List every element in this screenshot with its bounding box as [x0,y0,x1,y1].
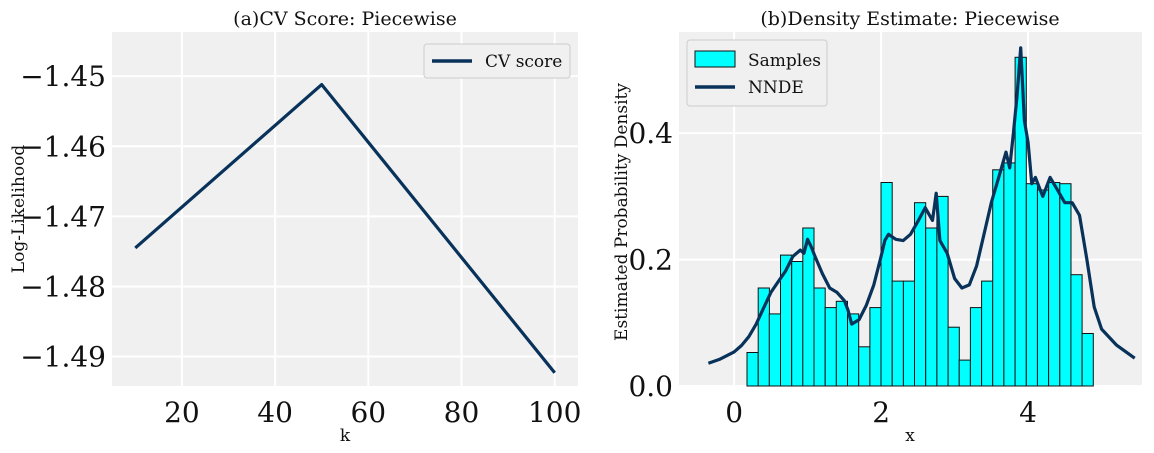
cv-x-tick-label: 20 [164,396,200,429]
histogram-bar [992,169,1005,387]
histogram-bar [1070,274,1083,387]
density-y-tick-label: 0.4 [628,117,673,150]
density-nnde-line [707,46,1136,365]
density-histogram [746,56,1094,387]
density-legend-label-nnde: NNDE [748,78,804,98]
density-tick-labels: 0 2 4 0.0 0.2 0.4 [628,117,1037,429]
histogram-bar [981,280,994,387]
cv-legend-box [423,43,571,79]
histogram-bar [880,182,893,387]
density-y-tick-label: 0.2 [628,244,673,277]
cv-score-panel: (a)CV Score: Piecewise k Log-Likelihood … [9,8,581,446]
histogram-bar [925,227,938,387]
cv-chart-title: (a)CV Score: Piecewise [233,8,457,30]
cv-y-tick-label: −1.48 [20,270,106,303]
histogram-bar [1025,183,1039,387]
cv-plot-background [112,32,578,386]
histogram-bar [835,300,848,387]
histogram-bar [1059,183,1072,387]
density-legend-swatch-samples [694,50,736,68]
cv-series [134,82,556,374]
cv-tick-labels: 20 40 60 80 100 −1.49 −1.48 −1.47 −1.46 −1.45 [20,60,581,429]
cv-y-tick-label: −1.46 [20,130,106,163]
cv-x-tick-label: 80 [444,396,480,429]
cv-score-line [134,82,556,374]
density-x-tick-label: 4 [1019,396,1037,429]
histogram-bar [1003,162,1016,387]
density-y-tick-label: 0.0 [628,370,673,403]
cv-legend-label: CV score [485,52,562,72]
histogram-bar [969,307,983,387]
cv-x-tick-label: 60 [350,396,386,429]
histogram-bar [958,359,971,387]
histogram-bar [791,261,804,387]
histogram-bar [1081,333,1094,387]
histogram-bar [746,352,759,387]
cv-y-tick-label: −1.45 [20,60,106,93]
histogram-bar [914,202,927,387]
histogram-bar [947,326,960,387]
cv-x-tick-label: 40 [257,396,293,429]
density-x-tick-label: 0 [725,396,743,429]
density-panel: (b)Density Estimate: Piecewise x Estimat… [612,8,1142,446]
cv-x-axis-label: k [340,426,351,446]
histogram-bar [891,280,904,387]
histogram-bar [1048,182,1061,387]
density-chart-title: (b)Density Estimate: Piecewise [760,8,1059,30]
density-legend: Samples NNDE [686,39,828,107]
histogram-bar [824,307,837,387]
cv-y-tick-label: −1.49 [20,341,106,374]
cv-y-axis-label: Log-Likelihood [9,145,29,274]
cv-legend: CV score [423,43,571,79]
density-x-tick-label: 2 [872,396,890,429]
histogram-bar [869,307,882,387]
density-legend-label-samples: Samples [748,51,821,71]
histogram-bar [813,287,826,387]
histogram-bar [936,195,949,387]
histogram-bar [858,346,871,387]
cv-y-tick-label: −1.47 [20,200,106,233]
histogram-bar [768,313,781,387]
cv-x-tick-label: 100 [528,396,581,429]
nnde-line [707,46,1136,365]
density-y-axis-label: Estimated Probability Density [612,83,632,341]
histogram-bar [1036,189,1050,387]
histogram-bar [902,280,916,387]
density-x-axis-label: x [905,426,915,446]
